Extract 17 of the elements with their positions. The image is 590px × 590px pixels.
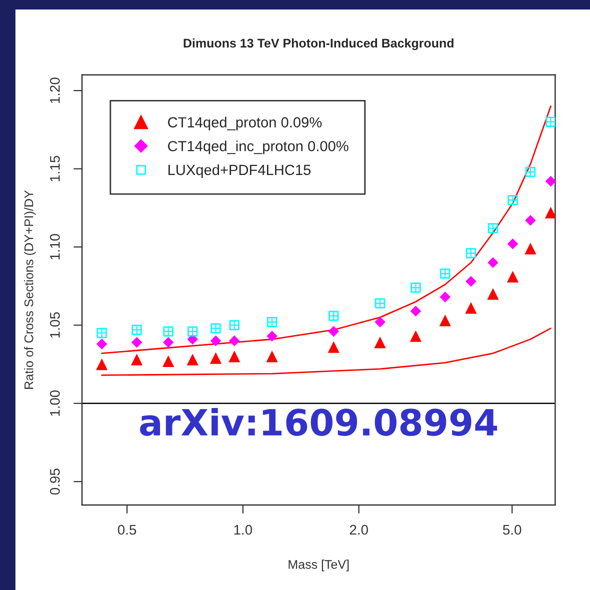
annotation: arXiv:1609.08994 xyxy=(140,408,498,436)
y-axis-title: Ratio of Cross Sections (DY+PI)/DY xyxy=(24,190,36,389)
x-tick-label: 0.5 xyxy=(118,524,136,535)
y-tick-label: 0.95 xyxy=(50,468,60,495)
y-tick-label: 1.10 xyxy=(50,234,60,260)
x-axis-title: Mass [TeV] xyxy=(288,560,349,572)
legend-label: CT14qed_proton 0.09% xyxy=(168,116,322,130)
y-tick-label: 1.05 xyxy=(50,312,60,338)
legend-label: LUXqed+PDF4LHC15 xyxy=(168,164,311,178)
x-tick-label: 1.0 xyxy=(234,524,252,535)
chart-title: Dimuons 13 TeV Photon-Induced Background xyxy=(184,38,454,50)
x-tick-label: 5.0 xyxy=(502,524,522,535)
x-tick-label: 2.0 xyxy=(350,524,368,535)
y-tick-label: 1.20 xyxy=(50,78,60,104)
y-tick-label: 1.15 xyxy=(50,156,60,182)
legend-label: CT14qed_inc_proton 0.00% xyxy=(168,140,348,154)
y-tick-label: 1.00 xyxy=(50,390,60,416)
